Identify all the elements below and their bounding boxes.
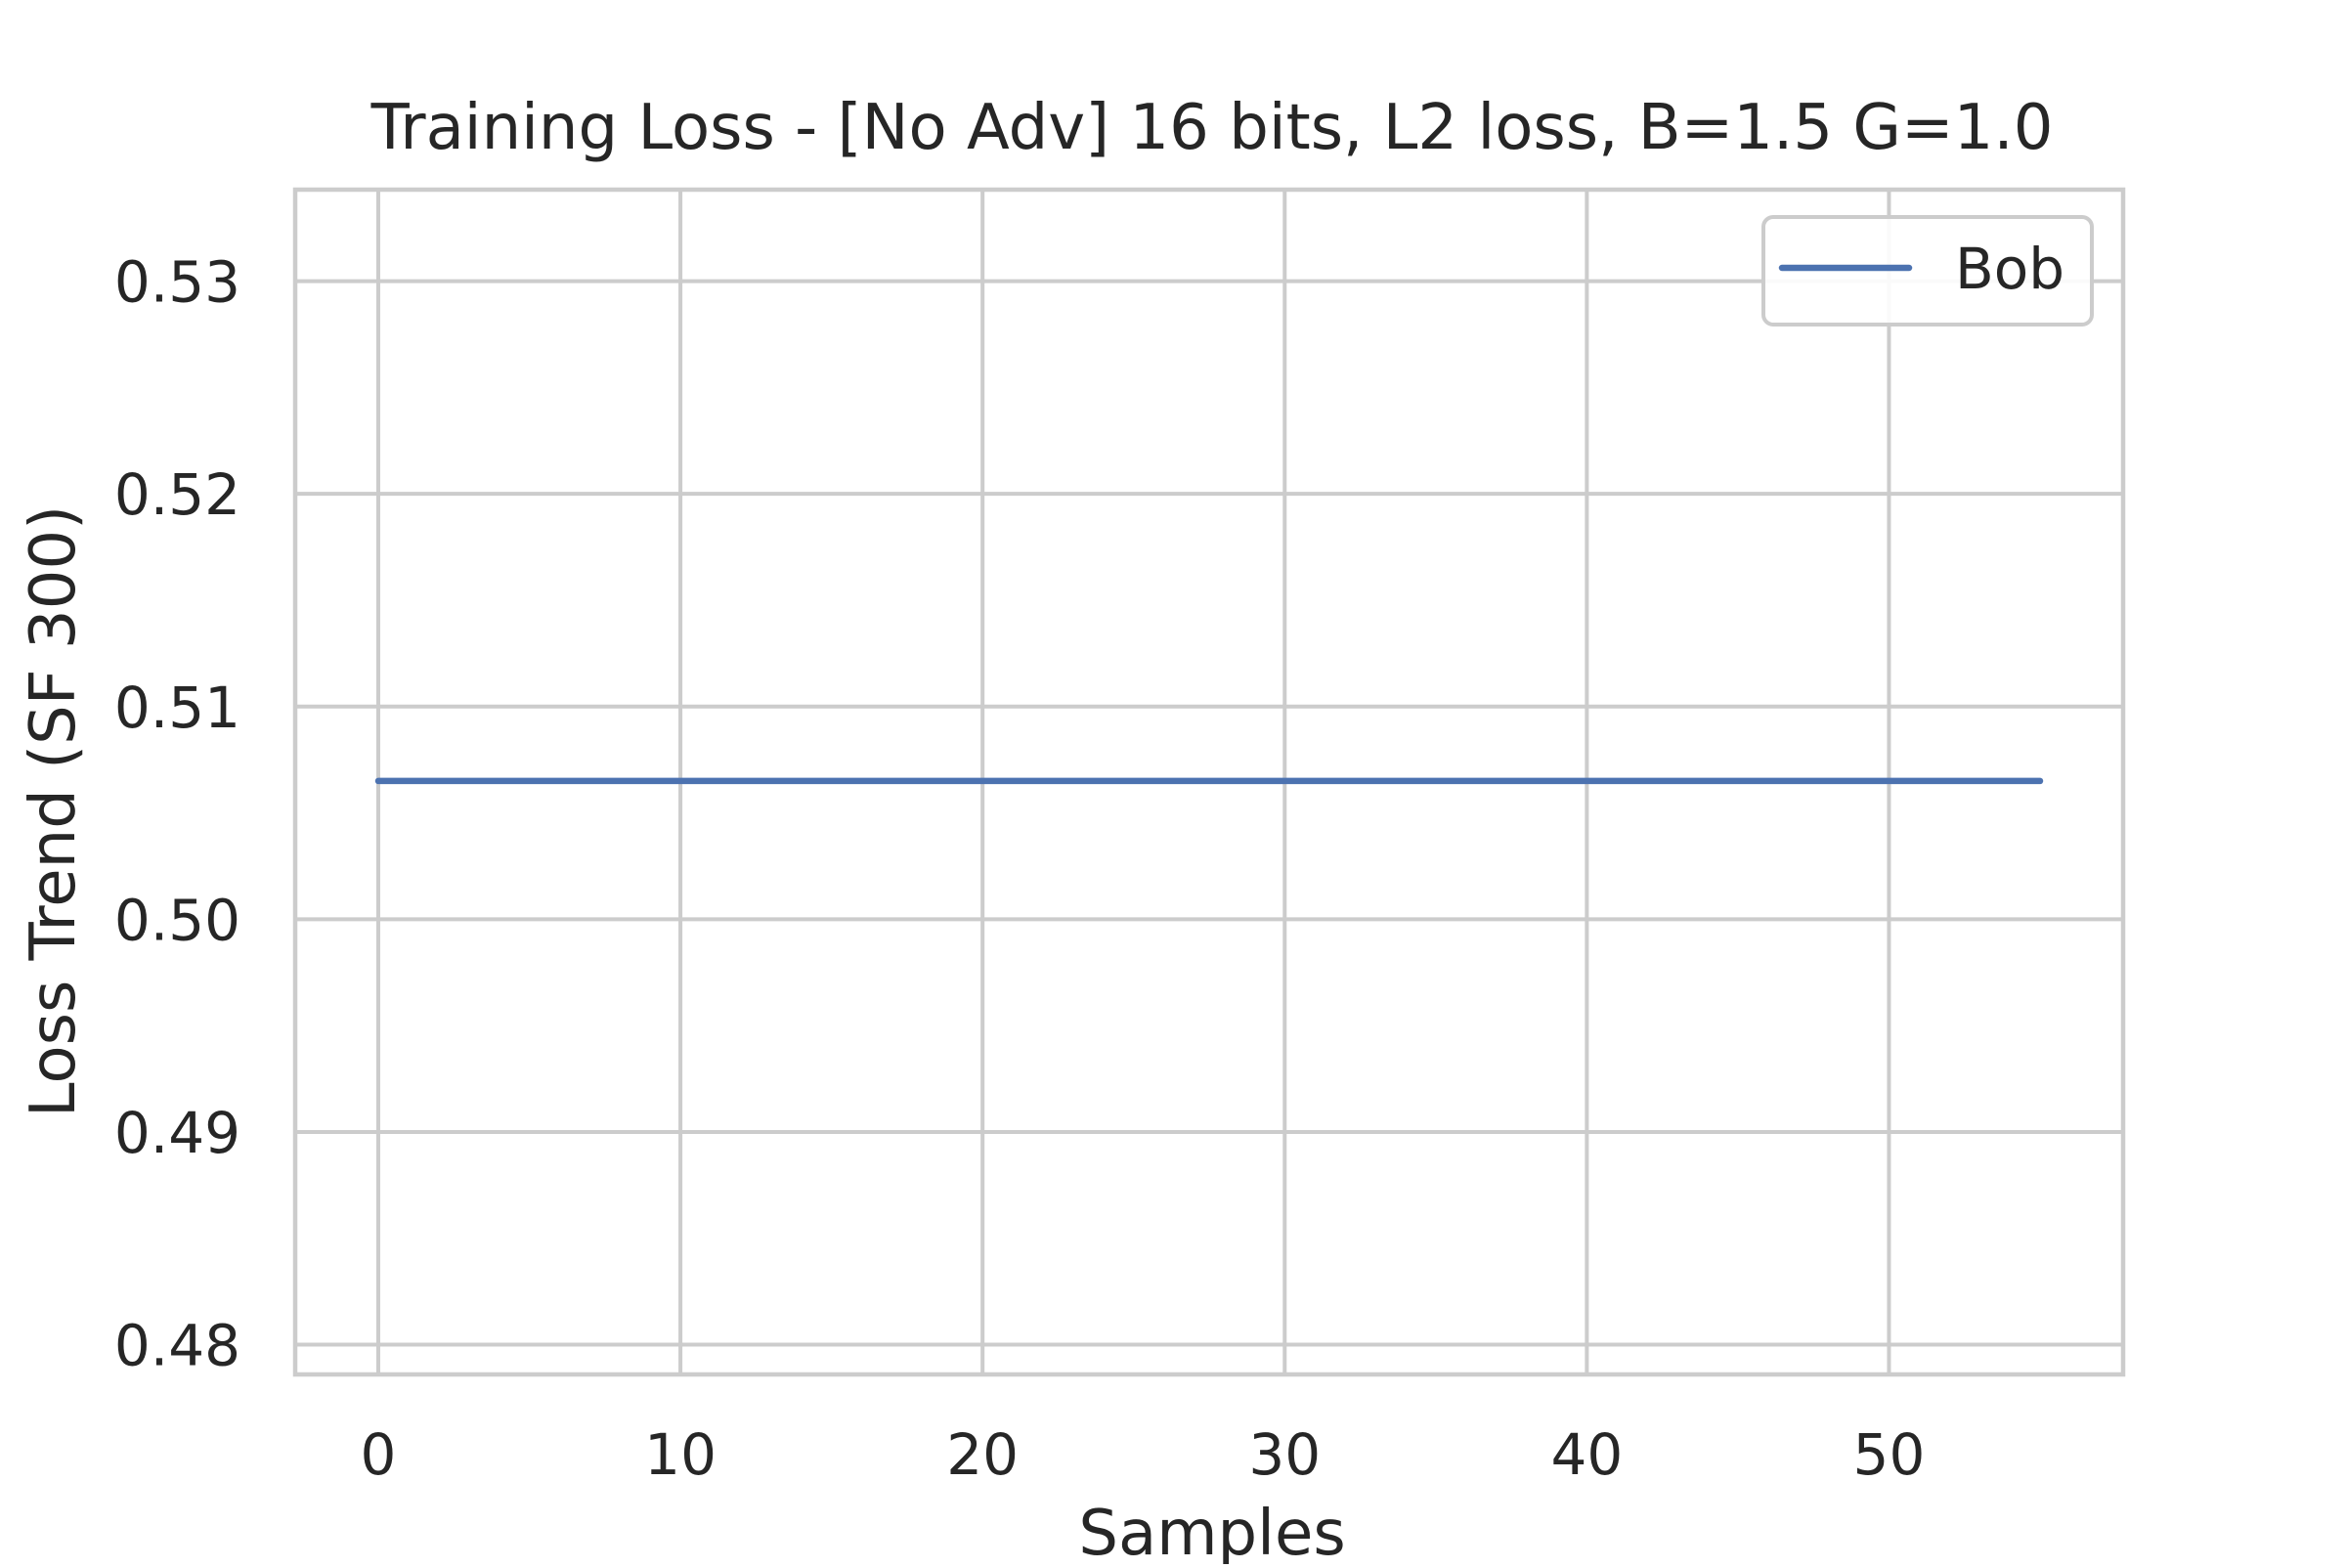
y-tick-label: 0.51 [114,675,240,741]
y-tick-label: 0.52 [114,461,240,528]
x-tick-label: 10 [644,1421,717,1488]
x-tick-label: 40 [1550,1421,1623,1488]
x-axis-label: Samples [1078,1498,1345,1564]
x-tick-label: 30 [1248,1421,1321,1488]
chart-title: Training Loss - [No Adv] 16 bits, L2 los… [370,92,2054,164]
x-tick-label: 0 [361,1421,397,1488]
y-tick-label: 0.50 [114,887,240,953]
legend-box [1761,215,2094,327]
y-axis-ticks: 0.48 0.49 0.50 0.51 0.52 0.53 [114,249,240,1379]
y-tick-label: 0.53 [114,249,240,316]
y-tick-label: 0.48 [114,1313,240,1379]
x-tick-label: 50 [1853,1421,1926,1488]
legend: Bob [1761,215,2094,327]
legend-label-bob: Bob [1955,236,2064,302]
x-axis-ticks: 0 10 20 30 40 50 [361,1421,1926,1488]
plot-area-frame [292,187,2126,1377]
x-tick-label: 20 [946,1421,1019,1488]
y-axis-label: Loss Trend (SF 300) [18,505,90,1117]
y-tick-label: 0.49 [114,1100,240,1166]
